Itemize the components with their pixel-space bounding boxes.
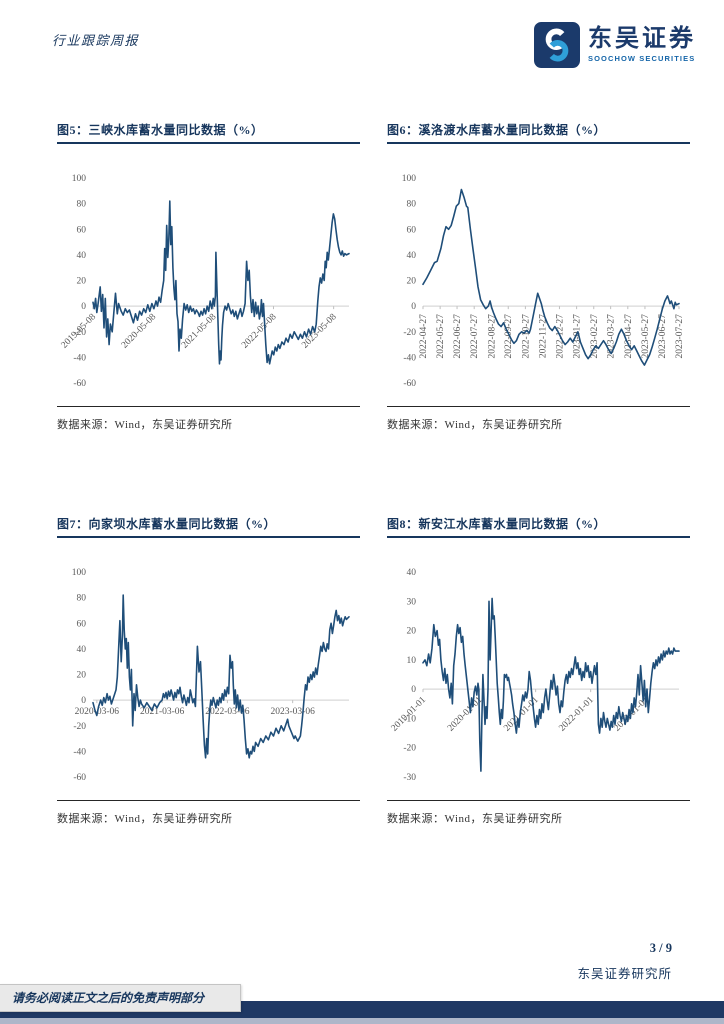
figure-5-three-gorges: 图5：三峡水库蓄水量同比数据（%） 100 80 60 40 20 0 -20 -40 -60 2… [57,121,360,432]
figure-8-source: 数据来源：Wind，东吴证券研究所 [387,800,690,826]
figure-5-chart: 100 80 60 40 20 0 -20 -40 -60 2019-05-08 2020-05-0… [60,174,350,389]
svg-text:-40: -40 [403,353,416,363]
svg-text:-60: -60 [403,379,416,389]
svg-text:-60: -60 [73,379,86,389]
svg-text:-20: -20 [403,328,416,338]
svg-text:-30: -30 [403,773,416,783]
svg-text:-20: -20 [73,328,86,338]
svg-text:2023-03-27: 2023-03-27 [607,314,617,359]
svg-text:2021-05-08: 2021-05-08 [180,312,219,351]
svg-text:2023-01-27: 2023-01-27 [573,314,583,359]
svg-text:60: 60 [77,619,87,629]
logo-en-text: SOOCHOW SECURITIES [588,54,696,63]
svg-text:20: 20 [77,277,87,287]
svg-text:2022-03-06: 2022-03-06 [205,707,250,717]
svg-text:100: 100 [72,174,87,184]
svg-text:40: 40 [77,251,87,261]
svg-text:20: 20 [77,671,87,681]
svg-text:2021-03-06: 2021-03-06 [140,707,185,717]
figure-7-title: 图7：向家坝水库蓄水量同比数据（%） [57,515,360,538]
svg-text:2023-05-27: 2023-05-27 [641,314,651,359]
svg-text:80: 80 [77,594,87,604]
svg-text:20: 20 [407,277,417,287]
svg-text:20: 20 [407,627,417,637]
svg-text:40: 40 [407,568,417,578]
page-number: 3 / 9 [649,941,672,955]
svg-text:-40: -40 [73,353,86,363]
figure-5-source: 数据来源：Wind，东吴证券研究所 [57,406,360,432]
svg-text:-20: -20 [73,722,86,732]
figure-6-chart: 100 80 60 40 20 0 -20 -40 -60 2022-04-27 2022-05-2… [402,174,685,389]
svg-text:2023-06-27: 2023-06-27 [658,314,668,359]
svg-text:2020-05-08: 2020-05-08 [120,312,159,351]
soochow-logo-icon [534,22,580,68]
svg-text:2022-05-27: 2022-05-27 [436,314,446,359]
figure-6-xiluodu: 图6：溪洛渡水库蓄水量同比数据（%） 100 80 60 40 20 0 -20 -40 -60… [387,121,690,432]
svg-text:2022-08-27: 2022-08-27 [487,314,497,359]
disclaimer-note: 请务必阅读正文之后的免责声明部分 [0,984,241,1012]
svg-text:2023-05-08: 2023-05-08 [300,312,339,351]
svg-text:100: 100 [402,174,417,184]
svg-text:80: 80 [77,200,87,210]
figure-5-title: 图5：三峡水库蓄水量同比数据（%） [57,121,360,144]
footer-bottom-strip [0,1018,724,1024]
svg-text:0: 0 [411,302,416,312]
svg-text:0: 0 [411,685,416,695]
svg-text:60: 60 [407,225,417,235]
svg-text:60: 60 [77,225,87,235]
svg-text:2022-11-27: 2022-11-27 [539,314,549,358]
figure-6-title: 图6：溪洛渡水库蓄水量同比数据（%） [387,121,690,144]
figure-7-xiangjiaba: 图7：向家坝水库蓄水量同比数据（%） 100 80 60 40 20 0 -20 -40 -60… [57,515,360,826]
logo-cn-text: 东吴证券 [588,26,696,52]
svg-text:-60: -60 [73,773,86,783]
svg-text:-20: -20 [403,744,416,754]
svg-text:0: 0 [81,696,86,706]
institute-name: 东吴证券研究所 [577,967,672,981]
svg-text:2019-05-08: 2019-05-08 [60,312,99,351]
svg-text:30: 30 [407,597,417,607]
svg-text:40: 40 [407,251,417,261]
svg-text:2023-07-27: 2023-07-27 [675,314,685,359]
svg-text:-10: -10 [403,714,416,724]
svg-text:100: 100 [72,568,87,578]
svg-text:2022-06-27: 2022-06-27 [453,314,463,359]
svg-text:2023-04-27: 2023-04-27 [624,314,634,359]
svg-text:2022-10-27: 2022-10-27 [521,314,531,359]
figure-8-title: 图8：新安江水库蓄水量同比数据（%） [387,515,690,538]
figure-8-xinanjiang: 图8：新安江水库蓄水量同比数据（%） 40 30 20 10 0 -10 -20 -30 201… [387,515,690,826]
svg-text:2023-03-06: 2023-03-06 [271,707,316,717]
svg-text:80: 80 [407,200,417,210]
report-type-label: 行业跟踪周报 [52,33,140,48]
svg-text:2023-02-27: 2023-02-27 [590,314,600,359]
soochow-logo: 东吴证券 SOOCHOW SECURITIES [534,22,696,68]
svg-text:-40: -40 [73,747,86,757]
svg-text:40: 40 [77,645,87,655]
figure-7-source: 数据来源：Wind，东吴证券研究所 [57,800,360,826]
figure-6-source: 数据来源：Wind，东吴证券研究所 [387,406,690,432]
svg-text:2022-04-27: 2022-04-27 [419,314,429,359]
svg-text:0: 0 [81,302,86,312]
svg-text:2019-01-01: 2019-01-01 [390,695,429,734]
svg-text:10: 10 [407,656,417,666]
svg-text:2022-07-27: 2022-07-27 [470,314,480,359]
